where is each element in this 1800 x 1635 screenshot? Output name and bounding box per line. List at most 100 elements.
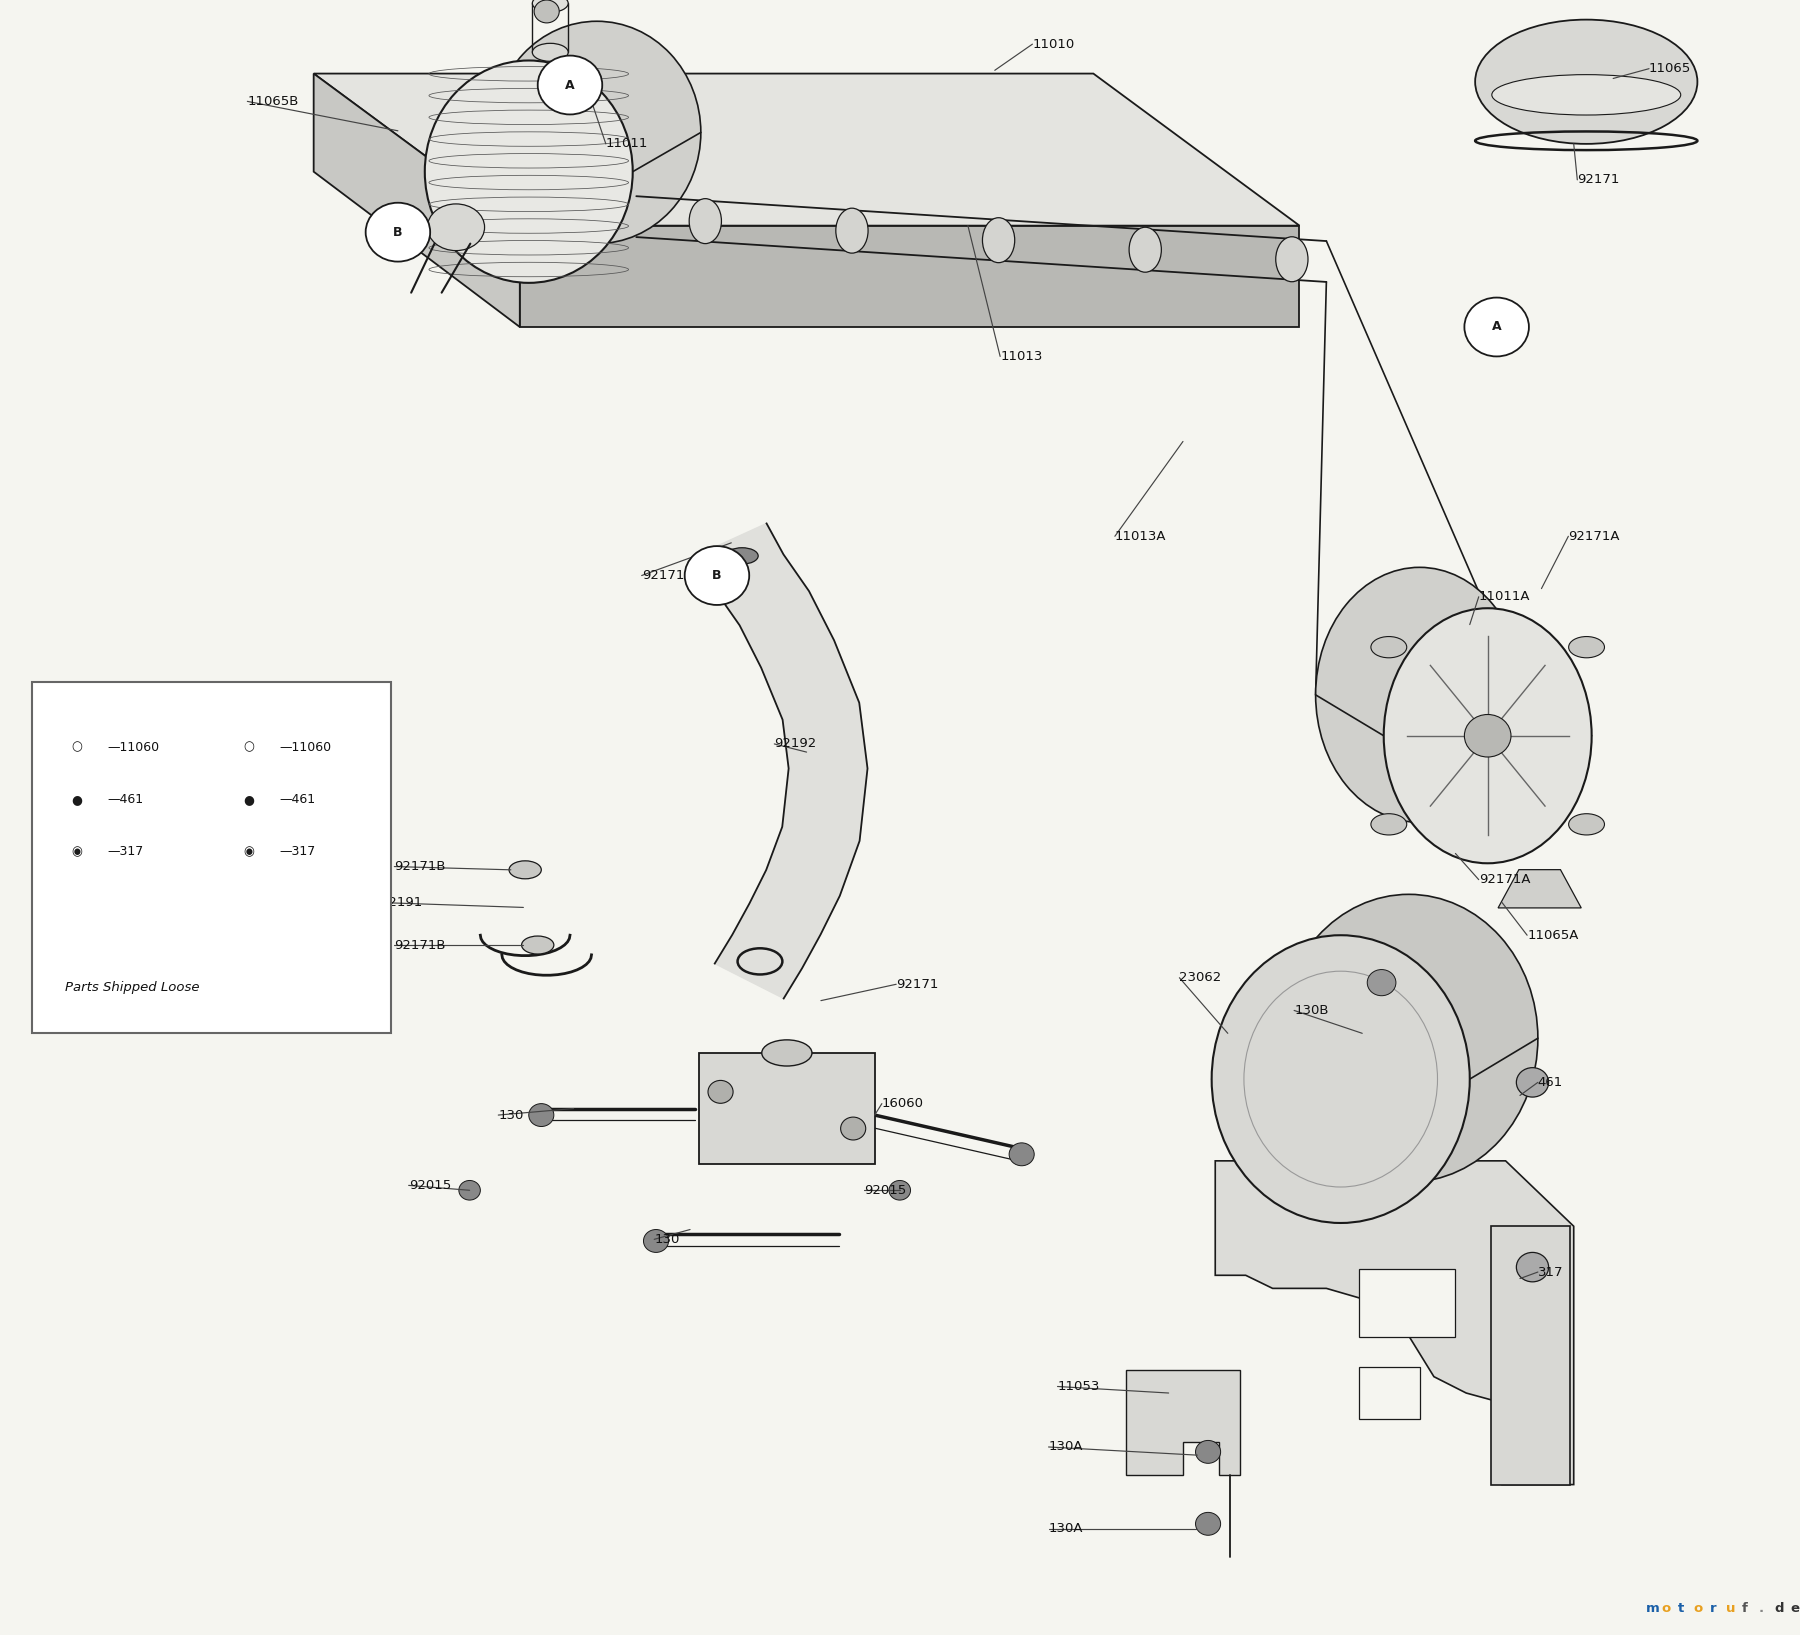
Bar (32, 682, 391, 1033)
Text: 23062: 23062 (1179, 971, 1222, 984)
Text: e: e (1791, 1602, 1800, 1615)
Ellipse shape (1476, 20, 1697, 144)
Ellipse shape (1372, 636, 1408, 657)
Text: o: o (1661, 1602, 1670, 1615)
Bar (1359, 1367, 1420, 1419)
Text: —317: —317 (279, 845, 315, 858)
Ellipse shape (1280, 894, 1537, 1182)
Text: d: d (1775, 1602, 1784, 1615)
Circle shape (365, 203, 430, 262)
Circle shape (459, 1180, 481, 1200)
Ellipse shape (983, 217, 1015, 263)
Polygon shape (1498, 870, 1580, 907)
Text: 11065: 11065 (1649, 62, 1692, 75)
Text: ○: ○ (243, 741, 254, 754)
Ellipse shape (1384, 608, 1591, 863)
Ellipse shape (493, 21, 700, 244)
Circle shape (529, 1104, 554, 1127)
Text: 92171: 92171 (641, 569, 684, 582)
Text: f: f (1742, 1602, 1748, 1615)
Ellipse shape (427, 204, 484, 250)
Circle shape (707, 1081, 733, 1104)
Polygon shape (1125, 1370, 1240, 1475)
Text: 317: 317 (1537, 1265, 1564, 1279)
Text: 11010: 11010 (1033, 38, 1075, 51)
Text: 130: 130 (653, 1233, 680, 1246)
Bar (1359, 1269, 1456, 1337)
Circle shape (1516, 1068, 1548, 1097)
Text: —461: —461 (108, 793, 144, 806)
Ellipse shape (509, 860, 542, 878)
Circle shape (1465, 298, 1528, 356)
Circle shape (889, 1180, 911, 1200)
Text: m: m (1645, 1602, 1660, 1615)
Ellipse shape (1568, 814, 1604, 835)
Circle shape (535, 0, 560, 23)
Ellipse shape (761, 1040, 812, 1066)
Text: —11060: —11060 (279, 741, 331, 754)
Text: 92171: 92171 (1577, 173, 1620, 186)
Circle shape (684, 546, 749, 605)
Text: 130B: 130B (1294, 1004, 1328, 1017)
Ellipse shape (689, 198, 722, 244)
Text: ●: ● (72, 793, 83, 806)
Circle shape (1195, 1512, 1220, 1535)
Ellipse shape (835, 208, 868, 253)
Circle shape (1010, 1143, 1035, 1166)
Text: t: t (1678, 1602, 1685, 1615)
Circle shape (643, 1230, 668, 1252)
Text: 11011A: 11011A (1480, 590, 1530, 603)
Ellipse shape (533, 43, 569, 60)
Text: o: o (1694, 1602, 1703, 1615)
Text: 92015: 92015 (409, 1179, 452, 1192)
Text: —317: —317 (108, 845, 144, 858)
Text: 92171: 92171 (896, 978, 938, 991)
Text: 92171B: 92171B (394, 938, 446, 952)
Ellipse shape (425, 60, 634, 283)
Ellipse shape (1372, 814, 1408, 835)
Text: u: u (1726, 1602, 1735, 1615)
Text: 11013: 11013 (1001, 350, 1042, 363)
Text: B: B (713, 569, 722, 582)
Polygon shape (313, 74, 520, 327)
Text: 11011: 11011 (607, 137, 648, 150)
Text: A: A (565, 78, 574, 92)
Text: 92191: 92191 (380, 896, 423, 909)
Text: ◉: ◉ (243, 845, 254, 858)
Text: 130A: 130A (1049, 1522, 1084, 1535)
Text: 92171A: 92171A (1480, 873, 1530, 886)
Bar (698, 1053, 875, 1164)
Text: 92171A: 92171A (1568, 530, 1620, 543)
Circle shape (1195, 1440, 1220, 1463)
Ellipse shape (522, 935, 554, 953)
Circle shape (1465, 714, 1510, 757)
Text: 92171B: 92171B (394, 860, 446, 873)
Ellipse shape (1276, 237, 1309, 281)
Circle shape (1368, 970, 1397, 996)
Text: 11053: 11053 (1058, 1380, 1100, 1393)
Text: 11065B: 11065B (247, 95, 299, 108)
Text: 130: 130 (499, 1109, 524, 1122)
Circle shape (1516, 1252, 1548, 1282)
Polygon shape (313, 74, 1300, 226)
Circle shape (841, 1117, 866, 1140)
Text: 130A: 130A (1049, 1440, 1084, 1454)
Text: —11060: —11060 (108, 741, 160, 754)
Polygon shape (697, 523, 868, 999)
Text: ●: ● (243, 793, 254, 806)
Text: A: A (1492, 320, 1501, 334)
Text: 16060: 16060 (882, 1097, 923, 1110)
Text: ◉: ◉ (72, 845, 83, 858)
Text: 11065A: 11065A (1526, 929, 1579, 942)
Text: .: . (1759, 1602, 1764, 1615)
Text: 11013A: 11013A (1114, 530, 1166, 543)
Text: ○: ○ (72, 741, 83, 754)
Ellipse shape (533, 0, 569, 11)
Text: 92015: 92015 (864, 1184, 905, 1197)
Ellipse shape (725, 548, 758, 564)
Bar (1490, 1226, 1570, 1485)
Polygon shape (1215, 1161, 1573, 1485)
Ellipse shape (1211, 935, 1471, 1223)
Ellipse shape (1492, 75, 1681, 114)
Ellipse shape (1316, 567, 1523, 822)
